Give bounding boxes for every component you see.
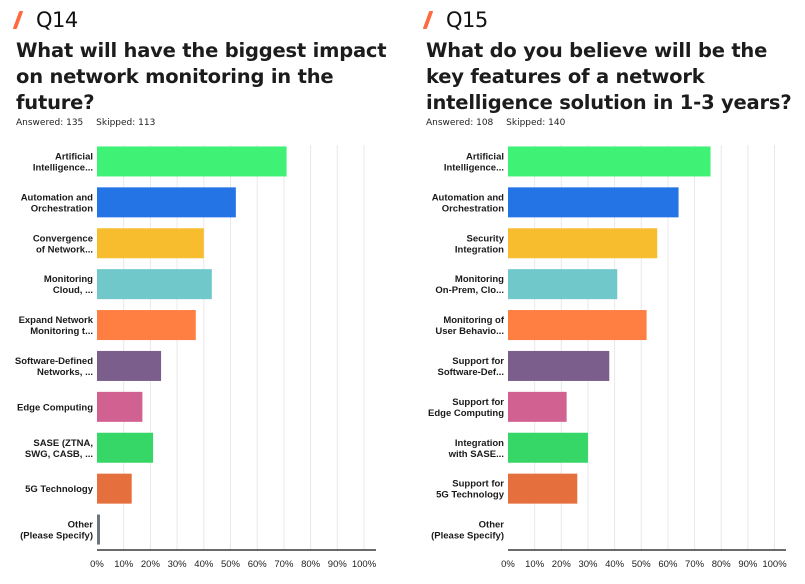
category-label-line: Software-Defined: [15, 356, 93, 367]
category-label: Edge Computing: [17, 402, 93, 413]
x-tick-label: 50%: [221, 559, 241, 570]
category-label-line: Other: [68, 520, 94, 531]
category-label-line: Cloud, ...: [53, 285, 93, 296]
bar[interactable]: [97, 187, 236, 218]
category-label-line: (Please Specify): [20, 531, 93, 542]
category-label: Software-Defined Networks, ...: [15, 356, 93, 378]
category-label-line: 5G Technology: [25, 484, 94, 495]
bar[interactable]: [97, 269, 212, 300]
skipped-count: Skipped: 113: [96, 118, 156, 128]
x-tick-label: 40%: [194, 559, 214, 570]
question-title: What do you believe will be the key feat…: [426, 39, 792, 114]
skipped-count: Skipped: 140: [506, 118, 566, 128]
bar[interactable]: [97, 473, 132, 504]
question-number: Q15: [446, 8, 488, 32]
category-label: 5G Technology: [25, 484, 94, 495]
category-label-line: Monitoring: [44, 274, 93, 285]
x-tick-label: 80%: [301, 559, 321, 570]
answered-count: Answered: 135: [16, 118, 84, 128]
category-label: Artificial Intelligence...: [33, 151, 93, 173]
x-tick-label: 0%: [90, 559, 104, 570]
category-label-line: SWG, CASB, ...: [25, 449, 93, 460]
category-label: Other (Please Specify): [20, 520, 93, 542]
category-label-line: Convergence: [33, 233, 93, 244]
category-label-line: Artificial: [55, 151, 93, 162]
question-header: Q14: [12, 6, 78, 34]
category-label-line: Intelligence...: [33, 162, 93, 173]
x-tick-label: 20%: [141, 559, 161, 570]
bar[interactable]: [97, 310, 196, 341]
category-label: Monitoring Cloud, ...: [44, 274, 93, 296]
category-label: Automation and Orchestration: [21, 192, 94, 214]
bar[interactable]: [97, 146, 287, 177]
category-label: Expand Network Monitoring t...: [19, 315, 94, 337]
category-label-line: Automation and: [21, 192, 93, 203]
category-label-line: of Network...: [36, 244, 93, 255]
x-tick-label: 60%: [248, 559, 268, 570]
bar[interactable]: [97, 350, 162, 381]
question-number: Q14: [36, 8, 78, 32]
category-label-line: Monitoring t...: [30, 326, 93, 337]
x-tick-label: 90%: [328, 559, 348, 570]
bar[interactable]: [97, 228, 204, 259]
category-label: Convergence of Network...: [33, 233, 93, 255]
category-label-line: Edge Computing: [17, 402, 93, 413]
x-tick-label: 30%: [168, 559, 188, 570]
response-stats: Answered: 135 Skipped: 113: [16, 118, 165, 128]
bar[interactable]: [97, 391, 143, 422]
x-tick-label: 10%: [114, 559, 134, 570]
bar[interactable]: [97, 432, 154, 463]
question-title: What will have the biggest impact on net…: [16, 39, 387, 114]
category-label-line: Networks, ...: [37, 367, 93, 378]
response-stats: Answered: 108 Skipped: 140: [426, 118, 575, 128]
question-header: Q15: [422, 6, 488, 34]
x-tick-label: 70%: [274, 559, 294, 570]
q15-panel: Q15 What do you believe will be the key …: [410, 0, 805, 584]
q14-panel: Q14 What will have the biggest impact on…: [0, 0, 400, 584]
bar[interactable]: [97, 514, 100, 545]
x-tick-label: 100%: [352, 559, 377, 570]
category-label: SASE (ZTNA, SWG, CASB, ...: [25, 438, 93, 460]
category-label-line: Orchestration: [31, 203, 93, 214]
category-label-line: Expand Network: [19, 315, 94, 326]
category-label-line: SASE (ZTNA,: [33, 438, 93, 449]
answered-count: Answered: 108: [426, 118, 494, 128]
